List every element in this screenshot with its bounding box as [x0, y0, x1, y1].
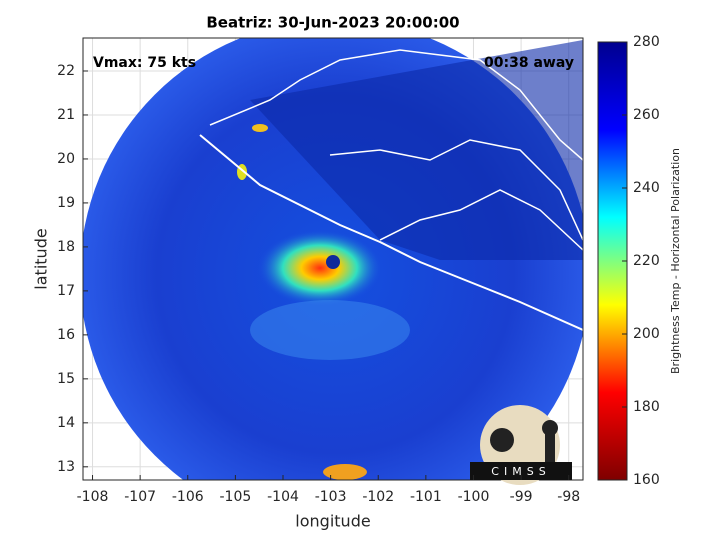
x-tick-label: -102	[362, 489, 394, 505]
colorbar-tick-label: 260	[633, 107, 660, 123]
x-tick-label: -106	[172, 489, 204, 505]
y-tick-label: 17	[57, 283, 75, 299]
storm	[258, 230, 382, 306]
colorbar-label: Brightness Temp - Horizontal Polarizatio…	[669, 148, 682, 374]
y-tick-label: 14	[57, 415, 75, 431]
x-tick-label: -107	[124, 489, 156, 505]
y-tick-label: 19	[57, 195, 75, 211]
plot-frame	[82, 37, 584, 481]
y-tick-label: 18	[57, 239, 75, 255]
y-tick-label: 20	[57, 151, 75, 167]
x-tick-label: -100	[458, 489, 490, 505]
annotation: 00:38 away	[484, 55, 574, 71]
border	[379, 189, 583, 251]
y-tick-label: 13	[57, 459, 75, 475]
x-tick-label: -99	[510, 489, 533, 505]
imagery	[83, 38, 583, 480]
x-tick-label: -108	[77, 489, 109, 505]
x-tick-label: -101	[410, 489, 442, 505]
annotation: Vmax: 75 kts	[93, 55, 196, 71]
cell	[252, 124, 268, 132]
cell	[323, 464, 367, 480]
y-axis-label: latitude	[32, 228, 51, 289]
x-tick-label: -103	[315, 489, 347, 505]
band	[250, 300, 410, 360]
logo: CIMSS	[470, 405, 572, 485]
colorbar-tick-label: 220	[633, 253, 660, 269]
y-tick-label: 16	[57, 327, 75, 343]
y-tick-label: 21	[57, 107, 75, 123]
x-tick-label: -98	[557, 489, 580, 505]
coastline	[199, 134, 583, 331]
colorbar-tick-label: 160	[633, 472, 660, 488]
y-tick-label: 22	[57, 63, 75, 79]
x-tick-label: -105	[219, 489, 251, 505]
colorbar-tick-label: 240	[633, 180, 660, 196]
border	[209, 49, 583, 161]
colorbar-tick-label: 200	[633, 326, 660, 342]
colorbar-tick-label: 180	[633, 399, 660, 415]
logo-text: CIMSS	[491, 465, 550, 478]
x-axis-label: longitude	[295, 512, 370, 531]
y-tick-label: 15	[57, 371, 75, 387]
chart-title: Beatriz: 30-Jun-2023 20:00:00	[206, 14, 459, 32]
x-tick-label: -104	[267, 489, 299, 505]
border	[329, 139, 583, 241]
land-cold	[250, 40, 583, 260]
colorbar-tick-label: 280	[633, 34, 660, 50]
eye	[326, 255, 340, 269]
